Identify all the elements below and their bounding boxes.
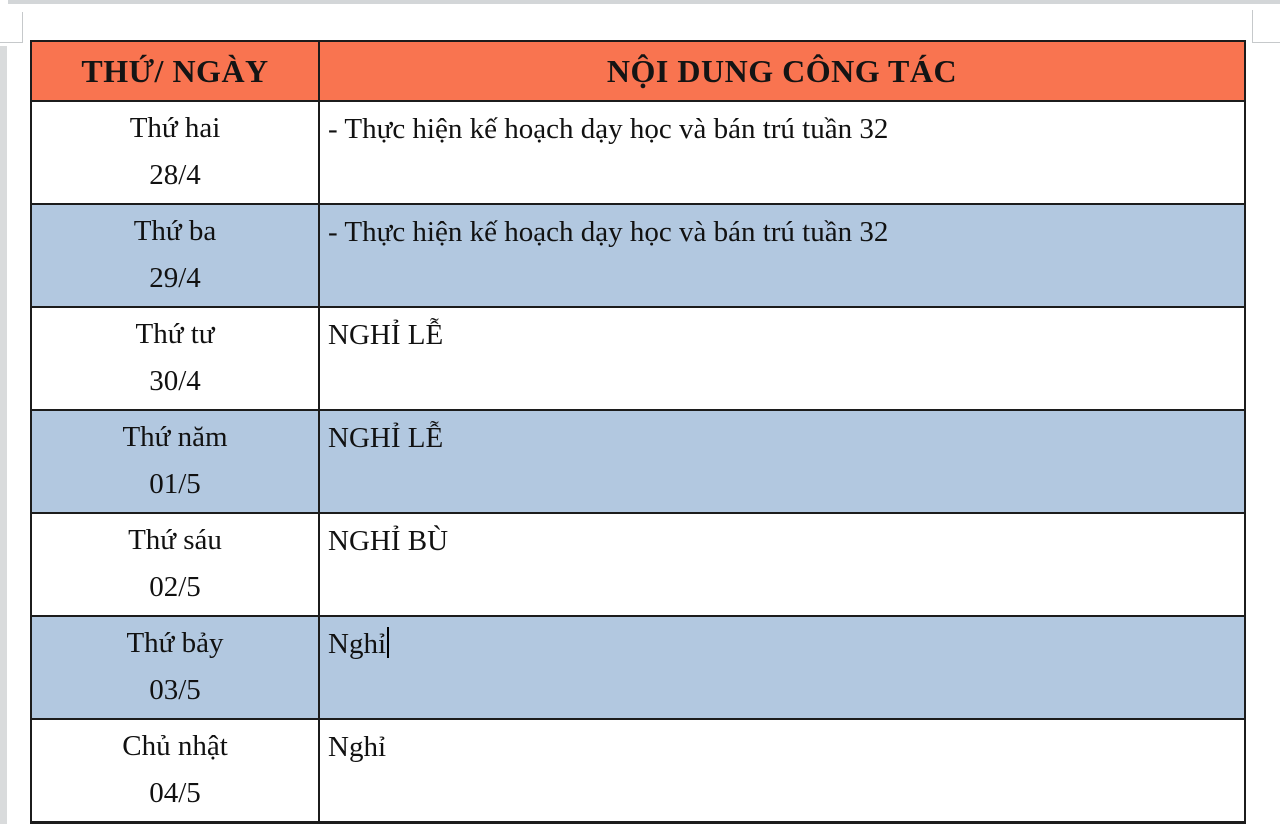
content-text: Nghỉ: [328, 628, 386, 660]
weekly-schedule-table: THỨ/ NGÀY NỘI DUNG CÔNG TÁC Thứ hai 28/4…: [30, 40, 1246, 824]
day-date-cell[interactable]: Chủ nhật 04/5: [30, 718, 320, 824]
day-label: Thứ bảy: [126, 627, 224, 659]
day-label: Thứ năm: [122, 421, 228, 453]
table-row-saturday: Thứ bảy 03/5 Nghỉ: [30, 615, 1246, 720]
date-label: 28/4: [149, 159, 201, 191]
day-date-cell[interactable]: Thứ bảy 03/5: [30, 615, 320, 720]
table-row-wednesday: Thứ tư 30/4 NGHỈ LỄ: [30, 306, 1246, 411]
day-date-cell[interactable]: Thứ hai 28/4: [30, 100, 320, 205]
content-cell[interactable]: Nghỉ: [318, 718, 1246, 824]
margin-mark-top-right: [1252, 10, 1253, 43]
date-label: 02/5: [149, 571, 201, 603]
table-row-monday: Thứ hai 28/4 - Thực hiện kế hoạch dạy họ…: [30, 100, 1246, 205]
date-label: 04/5: [149, 777, 201, 809]
content-text: - Thực hiện kế hoạch dạy học và bán trú …: [328, 216, 889, 248]
table-row-sunday: Chủ nhật 04/5 Nghỉ: [30, 718, 1246, 824]
day-label: Thứ tư: [135, 318, 215, 350]
content-cell[interactable]: - Thực hiện kế hoạch dạy học và bán trú …: [318, 203, 1246, 308]
margin-mark-top-left: [0, 42, 23, 43]
content-cell[interactable]: - Thực hiện kế hoạch dạy học và bán trú …: [318, 100, 1246, 205]
page-top-edge: [8, 0, 1280, 4]
header-cell-content[interactable]: NỘI DUNG CÔNG TÁC: [318, 40, 1246, 102]
day-label: Chủ nhật: [122, 730, 228, 762]
content-text: Nghỉ: [328, 731, 386, 763]
content-text: - Thực hiện kế hoạch dạy học và bán trú …: [328, 113, 889, 145]
table-row-thursday: Thứ năm 01/5 NGHỈ LỄ: [30, 409, 1246, 514]
table-row-friday: Thứ sáu 02/5 NGHỈ BÙ: [30, 512, 1246, 617]
margin-mark-top-right: [1252, 42, 1280, 43]
page-left-edge: [0, 46, 7, 824]
day-date-cell[interactable]: Thứ sáu 02/5: [30, 512, 320, 617]
day-label: Thứ sáu: [128, 524, 222, 556]
date-label: 03/5: [149, 674, 201, 706]
content-cell[interactable]: NGHỈ LỄ: [318, 306, 1246, 411]
header-cell-day-date[interactable]: THỨ/ NGÀY: [30, 40, 320, 102]
date-label: 30/4: [149, 365, 201, 397]
table-header-row: THỨ/ NGÀY NỘI DUNG CÔNG TÁC: [30, 40, 1246, 102]
day-date-cell[interactable]: Thứ ba 29/4: [30, 203, 320, 308]
day-date-cell[interactable]: Thứ năm 01/5: [30, 409, 320, 514]
content-cell[interactable]: NGHỈ LỄ: [318, 409, 1246, 514]
content-text: NGHỈ LỄ: [328, 422, 444, 454]
day-label: Thứ ba: [133, 215, 217, 247]
margin-mark-top-left: [22, 12, 23, 42]
content-text: NGHỈ LỄ: [328, 319, 444, 351]
content-cell[interactable]: Nghỉ: [318, 615, 1246, 720]
day-date-cell[interactable]: Thứ tư 30/4: [30, 306, 320, 411]
content-text: NGHỈ BÙ: [328, 525, 449, 557]
table-row-tuesday: Thứ ba 29/4 - Thực hiện kế hoạch dạy học…: [30, 203, 1246, 308]
content-cell[interactable]: NGHỈ BÙ: [318, 512, 1246, 617]
day-label: Thứ hai: [129, 112, 221, 144]
text-cursor: [387, 627, 389, 658]
date-label: 29/4: [149, 262, 201, 294]
date-label: 01/5: [149, 468, 201, 500]
